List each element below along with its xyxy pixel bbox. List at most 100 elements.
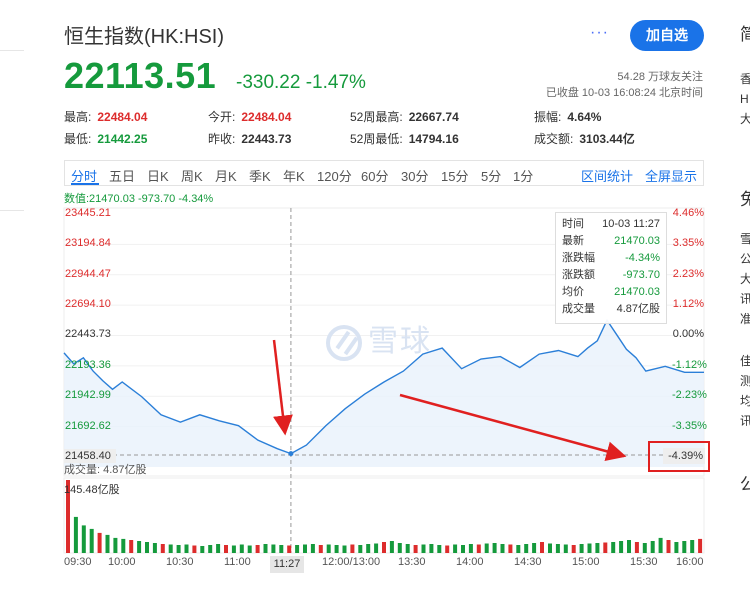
market-status: 已收盘 10-03 16:08:24 北京时间 — [545, 87, 703, 99]
volume-bar — [603, 542, 608, 553]
x-tick: 14:30 — [514, 556, 542, 568]
volume-bar — [627, 540, 631, 553]
volume-bar — [184, 544, 189, 553]
tab-5min[interactable]: 5分 — [481, 169, 502, 184]
volume-bar — [492, 543, 497, 553]
volume-bar — [271, 544, 276, 553]
sidebar-edge-char: 简 — [740, 25, 750, 44]
volume-bar — [239, 544, 244, 553]
volume-bar — [634, 542, 639, 553]
volume-bar — [358, 545, 363, 553]
y-tick-left: 21692.62 — [65, 419, 111, 432]
volume-bar — [461, 545, 465, 553]
fullscreen-link[interactable]: 全屏显示 — [645, 169, 698, 184]
quote-52w-low: 52周最低: 14794.16 — [350, 132, 459, 146]
volume-bar — [595, 543, 600, 553]
y-tick-left: 22694.10 — [65, 298, 111, 311]
left-divider-2 — [0, 210, 24, 211]
volume-bar — [619, 541, 624, 553]
sidebar-edge-char: 佳 — [740, 354, 750, 368]
annotation-highlight-box — [648, 441, 710, 472]
volume-bar — [66, 480, 70, 553]
volume-bar — [698, 538, 703, 553]
tab-120min[interactable]: 120分 — [317, 169, 352, 184]
crosshair-point — [288, 451, 294, 457]
volume-bar — [105, 534, 110, 553]
tab-15min[interactable]: 15分 — [441, 169, 469, 184]
x-tick: 10:30 — [166, 556, 194, 568]
active-tab-underline — [71, 183, 99, 185]
tab-60min[interactable]: 60分 — [361, 169, 389, 184]
more-options-icon[interactable]: ··· — [590, 24, 609, 41]
tab-quarterly-k[interactable]: 季K — [249, 169, 271, 184]
volume-bar — [650, 541, 655, 553]
current-price: 22113.51 — [64, 55, 217, 96]
volume-bar — [176, 545, 181, 553]
volume-bar — [200, 546, 205, 553]
volume-bar — [287, 545, 292, 553]
volume-bar — [421, 544, 426, 553]
volume-bar — [445, 545, 450, 553]
price-line — [63, 318, 704, 455]
sidebar-edge-char: 准 — [740, 312, 750, 326]
volume-bar — [405, 544, 410, 553]
volume-bar — [382, 542, 386, 553]
sidebar-edge-char: 测 — [740, 374, 750, 388]
volume-bar — [255, 545, 260, 553]
volume-bar — [674, 542, 679, 553]
price-change: -330.22 -1.47% — [236, 72, 366, 93]
x-tick: 15:00 — [572, 556, 600, 568]
tab-weekly-k[interactable]: 周K — [181, 169, 203, 184]
volume-bar — [224, 545, 228, 553]
sidebar-edge-char: 讯 — [740, 292, 750, 306]
volume-bar — [532, 543, 537, 553]
volume-bar — [500, 544, 505, 553]
tab-five-day[interactable]: 五日 — [109, 169, 136, 184]
volume-bar — [429, 544, 434, 553]
volume-bar — [121, 538, 126, 553]
y-tick-left: 22944.47 — [65, 267, 111, 280]
tooltip-latest: 最新 21470.03 — [562, 235, 660, 247]
tab-yearly-k[interactable]: 年K — [283, 169, 305, 184]
tab-1min[interactable]: 1分 — [513, 169, 534, 184]
volume-bar — [468, 544, 473, 553]
tab-daily-k[interactable]: 日K — [147, 169, 169, 184]
volume-bar — [366, 544, 371, 553]
tab-monthly-k[interactable]: 月K — [215, 169, 237, 184]
volume-bar — [571, 545, 576, 553]
volume-bar — [389, 541, 394, 553]
volume-bar — [192, 545, 197, 553]
tab-30min[interactable]: 30分 — [401, 169, 429, 184]
volume-bar — [397, 543, 402, 553]
tooltip-pct: 涨跌幅 -4.34% — [562, 252, 660, 264]
volume-bar — [263, 544, 268, 553]
volume-bar — [89, 528, 94, 553]
volume-bar — [508, 544, 513, 553]
x-tick: 10:00 — [108, 556, 136, 568]
add-to-watchlist-button[interactable]: 加自选 — [630, 20, 704, 51]
left-divider — [0, 50, 24, 51]
volume-bar — [145, 542, 149, 553]
quote-open: 今开: 22484.04 — [208, 110, 292, 124]
volume-bar — [129, 540, 134, 553]
range-stats-link[interactable]: 区间统计 — [581, 169, 634, 184]
x-tick: 11:00 — [224, 556, 251, 568]
chart-tooltip: 时间 10-03 11:27 最新 21470.03 涨跌幅 -4.34% 涨跌额 -9… — [555, 212, 667, 324]
y-tick-right: 2.23% — [672, 267, 704, 280]
sidebar-edge-char: 免 — [740, 190, 750, 209]
volume-bar — [295, 545, 300, 553]
volume-bar — [97, 532, 102, 553]
tab-intraday[interactable]: 分时 — [71, 169, 98, 184]
annotation-arrow-down — [272, 339, 293, 436]
volume-bar — [137, 541, 142, 553]
volume-bar — [453, 544, 458, 553]
x-tick: 12:00/13:00 — [322, 556, 381, 568]
volume-bar — [208, 545, 213, 553]
cursor-price-label: 21458.40 — [64, 449, 116, 463]
price-area-fill — [64, 320, 704, 467]
volume-bar — [160, 544, 165, 553]
volume-bar — [81, 525, 86, 553]
volume-bar — [642, 543, 647, 553]
y-tick-left: 22443.73 — [65, 328, 111, 341]
